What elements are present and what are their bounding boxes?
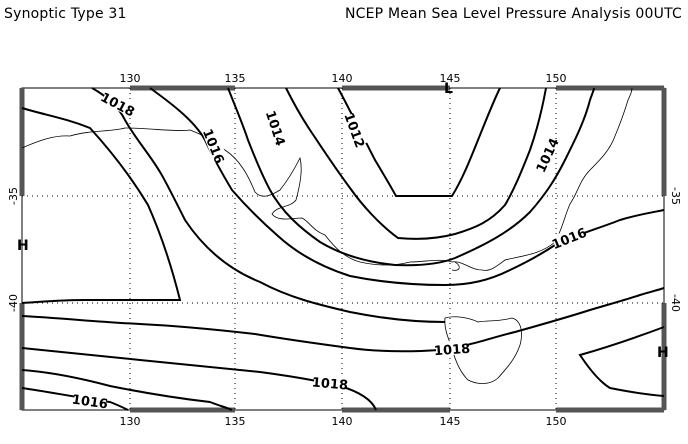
svg-text:1016: 1016 <box>71 393 109 413</box>
svg-text:1018: 1018 <box>311 375 348 393</box>
high-center-label-east: H <box>657 345 669 361</box>
svg-text:1014: 1014 <box>262 109 287 148</box>
lon-ticks-top: 130 135 140 145 150 <box>120 72 567 85</box>
coastline <box>21 87 633 384</box>
svg-text:130: 130 <box>120 72 141 85</box>
svg-text:1018: 1018 <box>434 342 471 359</box>
isobar-1012 <box>285 87 547 240</box>
isobar-1016-south <box>21 369 233 411</box>
map-title-right: NCEP Mean Sea Level Pressure Analysis 00… <box>344 6 682 22</box>
svg-text:140: 140 <box>332 72 353 85</box>
isobar-1016-upper <box>149 87 665 287</box>
svg-text:-35: -35 <box>7 187 20 205</box>
high-center-label-west: H <box>17 238 29 254</box>
isobar-southwest <box>21 387 129 411</box>
isobar-high-east <box>578 326 665 397</box>
low-center-label: L <box>444 81 453 97</box>
svg-text:-40: -40 <box>7 294 20 312</box>
graticule <box>22 88 664 410</box>
isobar-1016-lower-arc <box>21 287 665 353</box>
svg-text:150: 150 <box>546 415 567 428</box>
isobar-labels: 1018 1016 1014 1012 1014 1016 1018 1018 … <box>71 89 589 413</box>
lat-ticks-left: -35 -40 <box>7 187 20 312</box>
isobar-1014 <box>227 87 595 267</box>
isobar-1018-west <box>91 87 446 323</box>
isobar-1016-west-lobe <box>21 107 182 304</box>
svg-text:-35: -35 <box>669 187 682 205</box>
lon-ticks-bottom: 130 135 140 145 150 <box>120 415 567 428</box>
svg-text:140: 140 <box>332 415 353 428</box>
map-title-left: Synoptic Type 31 <box>4 6 127 22</box>
map-frame <box>21 87 665 411</box>
svg-text:-40: -40 <box>669 294 682 312</box>
lat-ticks-right: -35 -40 <box>669 187 682 312</box>
svg-text:135: 135 <box>225 72 246 85</box>
frame-bars <box>19 85 667 413</box>
isobar-1018-south <box>21 347 377 411</box>
svg-text:135: 135 <box>225 415 246 428</box>
svg-text:145: 145 <box>440 72 461 85</box>
isobars <box>21 87 665 411</box>
svg-text:150: 150 <box>546 72 567 85</box>
svg-text:145: 145 <box>440 415 461 428</box>
svg-text:130: 130 <box>120 415 141 428</box>
